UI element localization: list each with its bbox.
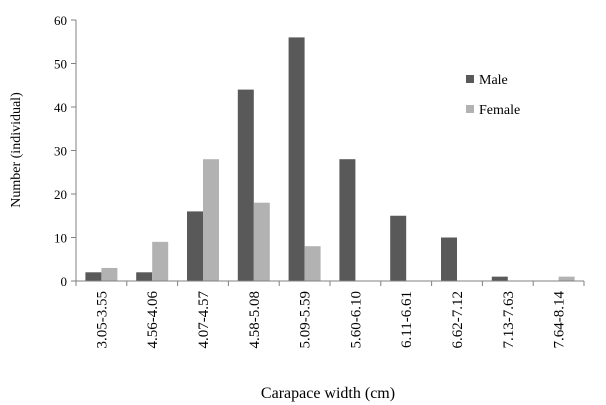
- y-axis-label: Number (individual): [9, 92, 24, 208]
- bar-male-6.62-7.12: [441, 237, 457, 281]
- bar-male-3.05-3.55: [85, 272, 102, 281]
- y-tick-label: 40: [54, 100, 67, 115]
- bar-female-3.05-3.55: [101, 267, 118, 281]
- bar-male-4.07-4.57: [187, 211, 203, 281]
- bar-male-6.11-6.61: [390, 215, 407, 281]
- x-tick-label: 5.60-6.10: [348, 291, 364, 349]
- y-tick-label: 20: [54, 187, 67, 202]
- bar-female-4.58-5.08: [253, 202, 270, 281]
- x-tick-label: 6.62-7.12: [450, 291, 466, 349]
- bar-male-5.09-5.59: [288, 37, 305, 282]
- y-axis: 0 10 20 30 40 50 60: [54, 13, 76, 289]
- y-tick-label: 0: [61, 274, 68, 289]
- y-tick-label: 60: [54, 13, 67, 28]
- x-tick-label: 4.56-4.06: [145, 291, 161, 349]
- x-tick-label: 4.58-5.08: [247, 291, 263, 349]
- x-axis: 3.05-3.55 4.56-4.06 4.07-4.57 4.58-5.08 5.09…: [75, 281, 585, 349]
- bar-female-4.07-4.57: [203, 159, 219, 281]
- bar-male-4.56-4.06: [136, 272, 153, 281]
- bar-male-5.60-6.10: [339, 159, 356, 281]
- bars: [85, 37, 575, 282]
- legend-label-male: Male: [479, 73, 508, 88]
- bar-female-4.56-4.06: [152, 241, 169, 281]
- bar-male-7.13-7.63: [491, 276, 508, 281]
- y-tick-label: 30: [54, 144, 67, 159]
- x-tick-label: 7.13-7.63: [501, 291, 517, 349]
- legend-label-female: Female: [479, 103, 520, 118]
- y-tick-label: 10: [54, 231, 67, 246]
- legend-swatch-female: [466, 105, 474, 113]
- x-tick-label: 7.64-8.14: [552, 291, 568, 349]
- bar-female-7.64-8.14: [558, 276, 575, 281]
- x-tick-label: 6.11-6.61: [399, 291, 415, 348]
- legend: Male Female: [466, 73, 520, 118]
- x-tick-label: 4.07-4.57: [196, 291, 212, 349]
- x-axis-label: Carapace width (cm): [261, 385, 395, 402]
- y-tick-label: 50: [54, 57, 67, 72]
- x-tick-label: 5.09-5.59: [298, 291, 314, 349]
- bar-male-4.58-5.08: [237, 89, 254, 281]
- x-tick-label: 3.05-3.55: [94, 291, 110, 349]
- bar-female-5.09-5.59: [304, 246, 321, 281]
- legend-swatch-male: [466, 75, 474, 83]
